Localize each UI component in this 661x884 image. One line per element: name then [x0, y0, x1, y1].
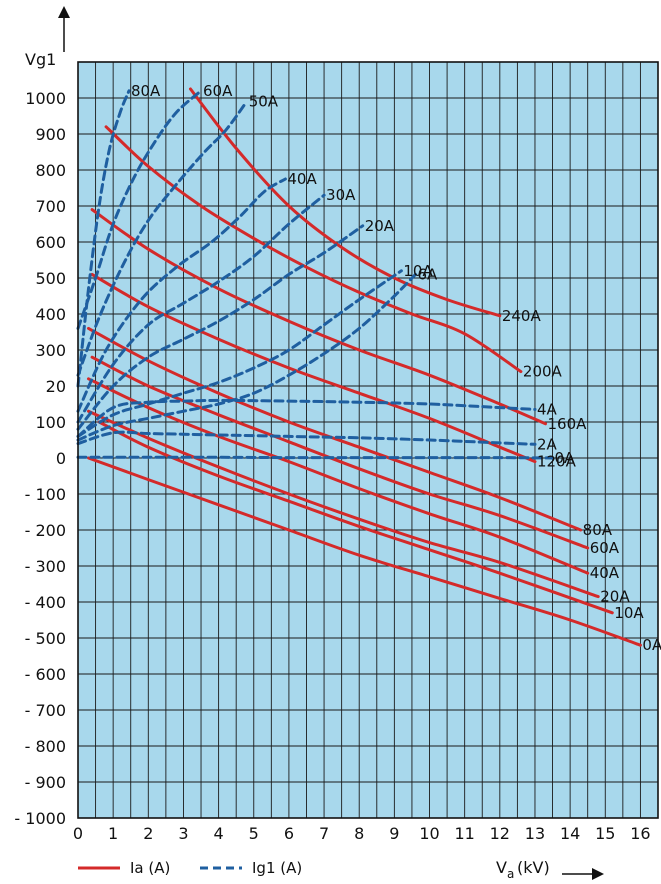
- curves: [76, 87, 642, 647]
- ig1-curve-20a: [76, 224, 365, 431]
- ig1-curve-label-2a: 2A: [537, 435, 558, 453]
- ia-curve-label-0a: 0A: [642, 636, 661, 654]
- x-axis-label-main: V: [496, 858, 507, 877]
- y-tick-label: 100: [35, 413, 66, 432]
- y-tick-label: - 600: [25, 665, 66, 684]
- ia-curve-label-10a: 10A: [614, 604, 644, 622]
- x-axis-tick-labels: 0 1 2 3 4 5 6 7 8 9 10 11 12 13 14 15 16: [73, 824, 651, 843]
- y-tick-label: - 900: [25, 773, 66, 792]
- y-tick-label: - 800: [25, 737, 66, 756]
- y-axis-label: Vg1: [25, 50, 56, 69]
- y-tick-label: 400: [35, 305, 66, 324]
- ig1-curve-6a: [76, 272, 417, 442]
- x-axis-label: V a (kV): [496, 858, 550, 881]
- x-tick-label: 0: [73, 824, 83, 843]
- x-tick-label: 4: [214, 824, 224, 843]
- y-tick-label: 20: [46, 377, 66, 396]
- x-tick-label: 12: [490, 824, 510, 843]
- ia-curve-10a: [97, 420, 614, 615]
- x-tick-label: 9: [389, 824, 399, 843]
- ia-curve-label-40a: 40A: [590, 564, 620, 582]
- ia-curve-40a: [87, 377, 590, 575]
- x-tick-label: 10: [419, 824, 439, 843]
- x-tick-label: 14: [560, 824, 580, 843]
- y-tick-label: - 700: [25, 701, 66, 720]
- y-tick-label: - 400: [25, 593, 66, 612]
- ia-curve-0a: [87, 456, 642, 647]
- y-tick-label: 900: [35, 125, 66, 144]
- ig1-curve-label-30a: 30A: [326, 186, 356, 204]
- ig1-curve-label-0a: 0A: [555, 449, 576, 467]
- y-tick-label: 300: [35, 341, 66, 360]
- ia-curve-label-200a: 200A: [523, 363, 563, 381]
- x-tick-label: 15: [595, 824, 615, 843]
- ig1-curve-10a: [76, 269, 403, 438]
- ig1-curve-label-80a: 80A: [131, 82, 161, 100]
- ig1-curve-label-6a: 6A: [417, 265, 438, 283]
- y-tick-label: 700: [35, 197, 66, 216]
- plot-border: [77, 61, 659, 819]
- ig1-curve-label-20a: 20A: [365, 217, 395, 235]
- ig1-curve-label-50a: 50A: [249, 93, 279, 111]
- x-tick-label: 3: [178, 824, 188, 843]
- x-tick-label: 16: [630, 824, 650, 843]
- ia-curve-label-20a: 20A: [600, 588, 630, 606]
- plot-background: [78, 62, 658, 818]
- ia-curve-label-120a: 120A: [537, 453, 577, 471]
- y-tick-label: - 200: [25, 521, 66, 540]
- ig1-curve-label-4a: 4A: [537, 400, 558, 418]
- y-tick-label: 0: [56, 449, 66, 468]
- ia-curve-label-240a: 240A: [502, 307, 542, 325]
- ig1-curve-0a: [76, 455, 554, 460]
- y-tick-label: 500: [35, 269, 66, 288]
- y-tick-label: 800: [35, 161, 66, 180]
- y-tick-label: - 300: [25, 557, 66, 576]
- ig1-curve-60a: [76, 89, 203, 330]
- ig1-curve-label-10a: 10A: [403, 262, 433, 280]
- x-tick-label: 6: [284, 824, 294, 843]
- legend: Ia (A) Ig1 (A): [78, 859, 302, 877]
- legend-ia-label: Ia (A): [130, 859, 170, 877]
- x-tick-label: 1: [108, 824, 118, 843]
- ia-curve-label-60a: 60A: [590, 539, 620, 557]
- ig1-curve-2a: [76, 430, 537, 446]
- x-tick-label: 2: [143, 824, 153, 843]
- ig1-curve-label-60a: 60A: [203, 82, 233, 100]
- y-tick-label: - 500: [25, 629, 66, 648]
- x-tick-label: 7: [319, 824, 329, 843]
- ia-curve-label-80a: 80A: [583, 521, 613, 539]
- x-axis-label-sub: a: [507, 867, 514, 881]
- y-tick-label: 600: [35, 233, 66, 252]
- y-tick-label: - 100: [25, 485, 66, 504]
- ig1-curve-30a: [76, 193, 326, 424]
- ig1-curve-label-40a: 40A: [287, 170, 317, 188]
- ia-curve-200a: [104, 125, 523, 374]
- x-tick-label: 13: [525, 824, 545, 843]
- x-axis-label-unit: (kV): [517, 858, 550, 877]
- y-tick-label: 1000: [25, 89, 66, 108]
- y-tick-label: - 1000: [14, 809, 66, 828]
- x-tick-label: 11: [454, 824, 474, 843]
- legend-ig1-label: Ig1 (A): [252, 859, 302, 877]
- ia-curve-120a: [90, 272, 537, 464]
- ia-curve-20a: [87, 409, 600, 599]
- ig1-curve-4a: [76, 398, 537, 438]
- ig1-curve-40a: [76, 177, 287, 413]
- ia-curve-label-160a: 160A: [548, 415, 588, 433]
- x-tick-label: 5: [249, 824, 259, 843]
- ig1-curve-50a: [76, 100, 249, 377]
- x-tick-label: 8: [354, 824, 364, 843]
- ia-curve-240a: [189, 87, 502, 318]
- ia-curve-160a: [90, 208, 547, 426]
